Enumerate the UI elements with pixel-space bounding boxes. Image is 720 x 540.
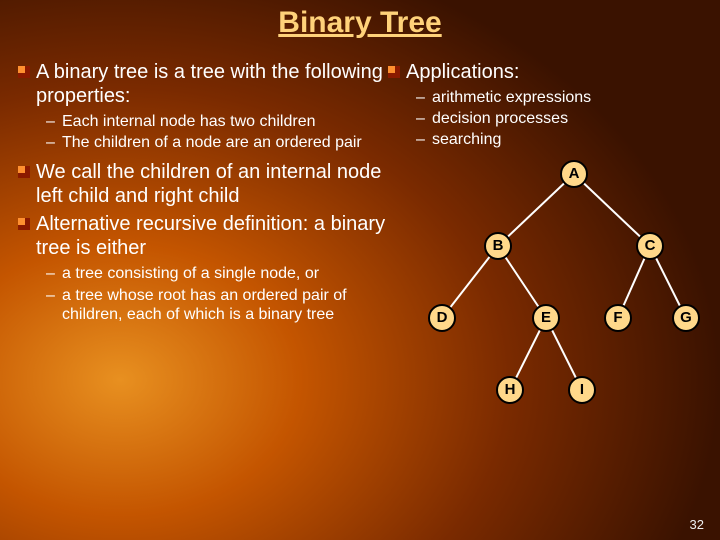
bullet-icon (18, 60, 36, 108)
sub-bullet: –The children of a node are an ordered p… (46, 133, 388, 152)
slide-title: Binary Tree (0, 6, 720, 40)
sub-bullet: –decision processes (416, 109, 702, 128)
tree-node-g: G (672, 304, 700, 332)
left-bullet-1: A binary tree is a tree with the followi… (18, 60, 388, 108)
sub-bullet: –arithmetic expressions (416, 88, 702, 107)
slide: Binary Tree A binary tree is a tree with… (0, 0, 720, 540)
tree-node-i: I (568, 376, 596, 404)
left-column: A binary tree is a tree with the followi… (18, 60, 388, 450)
right-bullet-1: Applications: (388, 60, 702, 84)
content-columns: A binary tree is a tree with the followi… (18, 60, 702, 450)
tree-diagram: A B C D E F G H I (388, 160, 702, 450)
tree-node-d: D (428, 304, 456, 332)
bullet-text: A binary tree is a tree with the followi… (36, 60, 388, 108)
sub-bullet: –a tree consisting of a single node, or (46, 264, 388, 283)
page-number: 32 (690, 517, 704, 532)
left-bullet-3-subs: –a tree consisting of a single node, or–… (18, 264, 388, 324)
sub-bullet-text: Each internal node has two children (62, 112, 316, 131)
tree-node-c: C (636, 232, 664, 260)
sub-bullet-text: a tree consisting of a single node, or (62, 264, 319, 283)
tree-node-a: A (560, 160, 588, 188)
bullet-text: We call the children of an internal node… (36, 160, 388, 208)
left-bullet-2: We call the children of an internal node… (18, 160, 388, 208)
dash-icon: – (46, 112, 62, 131)
bullet-text: Alternative recursive definition: a bina… (36, 212, 388, 260)
dash-icon: – (46, 133, 62, 152)
dash-icon: – (416, 88, 432, 107)
sub-bullet: –a tree whose root has an ordered pair o… (46, 286, 388, 324)
sub-bullet: –searching (416, 130, 702, 149)
dash-icon: – (416, 130, 432, 149)
bullet-text: Applications: (406, 60, 519, 84)
dash-icon: – (46, 264, 62, 283)
right-bullet-1-subs: –arithmetic expressions–decision process… (388, 88, 702, 150)
sub-bullet-text: arithmetic expressions (432, 88, 591, 107)
sub-bullet-text: decision processes (432, 109, 568, 128)
sub-bullet-text: The children of a node are an ordered pa… (62, 133, 362, 152)
sub-bullet: –Each internal node has two children (46, 112, 388, 131)
sub-bullet-text: a tree whose root has an ordered pair of… (62, 286, 388, 324)
bullet-icon (388, 60, 406, 84)
tree-node-h: H (496, 376, 524, 404)
tree-node-b: B (484, 232, 512, 260)
dash-icon: – (46, 286, 62, 324)
left-bullet-3: Alternative recursive definition: a bina… (18, 212, 388, 260)
sub-bullet-text: searching (432, 130, 501, 149)
bullet-icon (18, 212, 36, 260)
dash-icon: – (416, 109, 432, 128)
tree-node-e: E (532, 304, 560, 332)
bullet-icon (18, 160, 36, 208)
tree-edge (574, 174, 650, 246)
left-bullet-1-subs: –Each internal node has two children–The… (18, 112, 388, 152)
tree-edge (498, 174, 574, 246)
tree-node-f: F (604, 304, 632, 332)
right-column: Applications: –arithmetic expressions–de… (388, 60, 702, 450)
